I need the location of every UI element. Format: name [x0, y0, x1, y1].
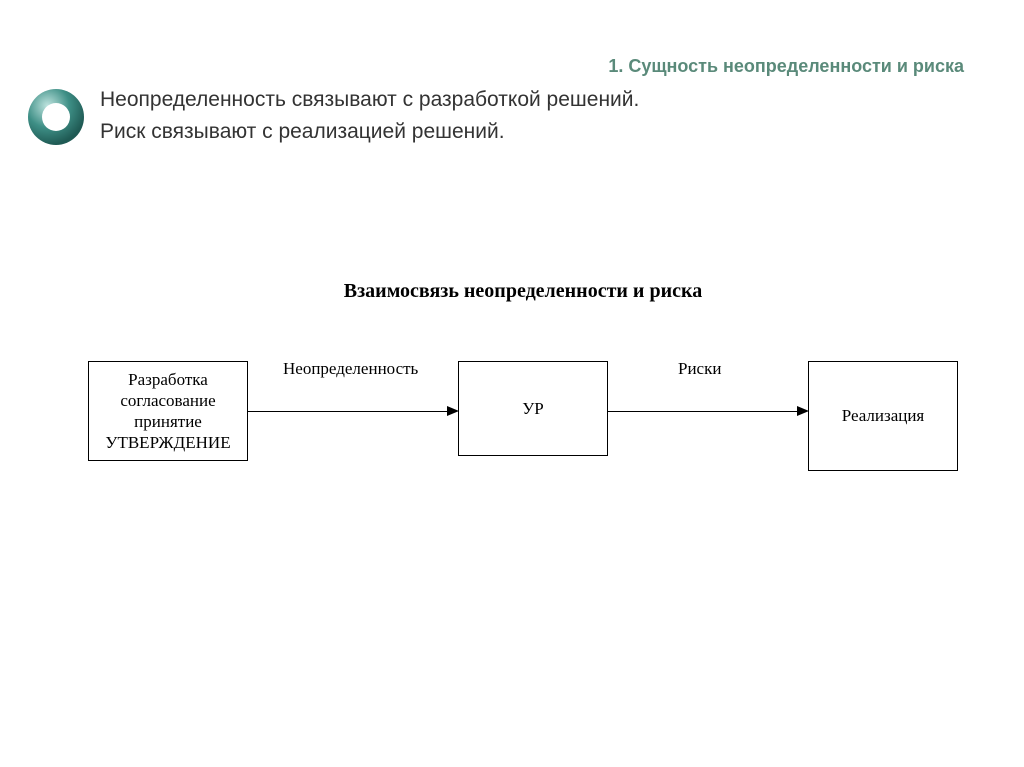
node-line: УТВЕРЖДЕНИЕ — [105, 432, 230, 453]
body-line-1: Неопределенность связывают с разработкой… — [100, 88, 639, 112]
node-dev: РазработкасогласованиепринятиеУТВЕРЖДЕНИ… — [88, 361, 248, 461]
bullet-ring-icon — [24, 85, 88, 149]
edge-label-dev-ur: Неопределенность — [283, 359, 418, 379]
diagram-container: Взаимосвязь неопределенности и риска Раз… — [88, 280, 958, 531]
node-ur: УР — [458, 361, 608, 456]
body-line-2: Риск связывают с реализацией решений. — [100, 120, 505, 144]
flowchart: РазработкасогласованиепринятиеУТВЕРЖДЕНИ… — [88, 361, 958, 531]
node-line: Разработка — [128, 369, 208, 390]
section-heading: 1. Сущность неопределенности и риска — [608, 56, 964, 77]
edge-label-ur-real: Риски — [678, 359, 721, 379]
node-line: согласование — [120, 390, 215, 411]
node-line: УР — [522, 398, 544, 419]
node-line: Реализация — [842, 405, 925, 426]
node-line: принятие — [134, 411, 202, 432]
diagram-title: Взаимосвязь неопределенности и риска — [88, 280, 958, 303]
node-real: Реализация — [808, 361, 958, 471]
